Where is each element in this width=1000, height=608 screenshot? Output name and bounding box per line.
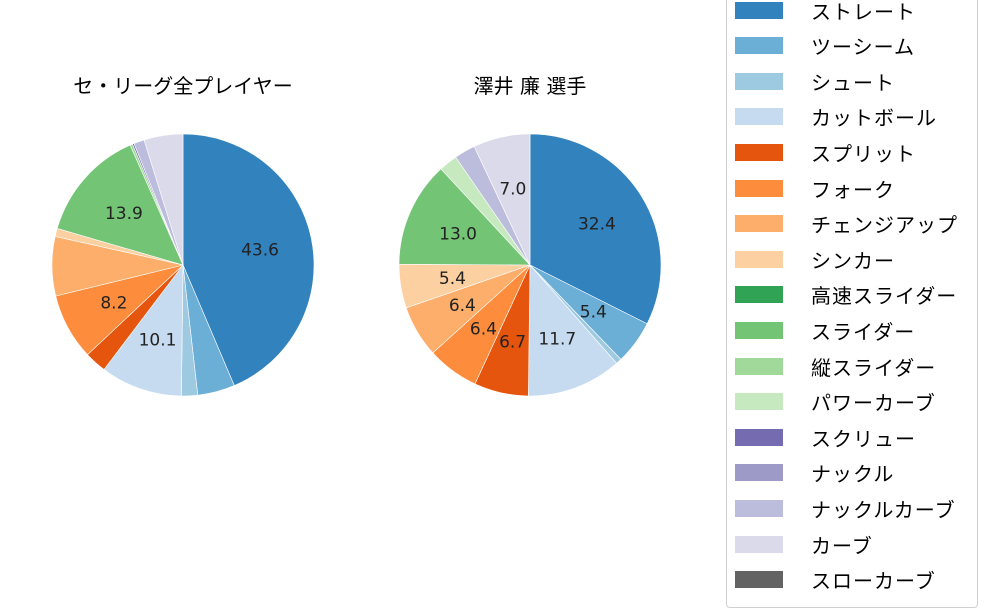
legend-swatch bbox=[735, 357, 783, 375]
legend-label: 高速スライダー bbox=[811, 284, 958, 309]
legend-item: スライダー bbox=[735, 315, 915, 345]
legend-swatch bbox=[735, 464, 783, 482]
legend-swatch bbox=[735, 215, 783, 233]
slice-value-label: 6.7 bbox=[499, 333, 526, 353]
legend-item: カットボール bbox=[735, 102, 937, 132]
legend-swatch bbox=[735, 286, 783, 304]
legend-swatch bbox=[735, 393, 783, 411]
legend-item: シュート bbox=[735, 66, 895, 96]
pie-slice bbox=[398, 168, 531, 266]
slice-value-label: 13.9 bbox=[105, 204, 143, 224]
legend-item: ツーシーム bbox=[735, 31, 915, 61]
legend-item: ストレート bbox=[735, 0, 916, 25]
legend-swatch bbox=[735, 72, 783, 90]
slice-value-label: 32.4 bbox=[578, 215, 616, 235]
legend-swatch bbox=[735, 37, 783, 55]
legend-label: 縦スライダー bbox=[811, 355, 937, 380]
legend-item: パワーカーブ bbox=[735, 387, 936, 417]
slice-value-label: 43.6 bbox=[241, 240, 279, 260]
pie-slice bbox=[529, 133, 662, 325]
pitch-type-legend: ストレートツーシームシュートカットボール スプリットフォークチェンジアップ シンカー… bbox=[726, 0, 978, 608]
legend-swatch bbox=[735, 535, 783, 553]
legend-label: チェンジアップ bbox=[811, 213, 958, 238]
legend-label: シンカー bbox=[811, 248, 895, 273]
legend-swatch bbox=[735, 571, 783, 589]
legend-swatch bbox=[735, 179, 783, 197]
legend-label: スクリュー bbox=[811, 426, 916, 451]
legend-label: シュート bbox=[811, 70, 895, 95]
legend-item: 縦スライダー bbox=[735, 351, 936, 381]
legend-label: ナックル bbox=[811, 462, 895, 487]
slice-value-label: 5.4 bbox=[580, 303, 607, 323]
legend-label: カーブ bbox=[811, 533, 873, 558]
pie-slice bbox=[143, 133, 184, 266]
legend-label: フォーク bbox=[811, 177, 895, 202]
legend-label: スローカーブ bbox=[811, 569, 936, 594]
legend-label: ナックルカーブ bbox=[811, 497, 956, 522]
slice-value-label: 13.0 bbox=[439, 224, 477, 244]
slice-value-label: 6.4 bbox=[470, 319, 497, 339]
legend-label: パワーカーブ bbox=[811, 391, 936, 416]
pie-slice bbox=[473, 133, 531, 266]
legend-item: ナックルカーブ bbox=[735, 493, 956, 523]
legend-swatch bbox=[735, 143, 783, 161]
legend-label: カットボール bbox=[811, 106, 937, 131]
slice-value-label: 6.4 bbox=[449, 296, 476, 316]
pie-slice bbox=[103, 264, 184, 397]
legend-item: カーブ bbox=[735, 529, 873, 559]
slice-value-label: 5.4 bbox=[439, 269, 466, 289]
legend-item: チェンジアップ bbox=[735, 209, 958, 239]
legend-item: スローカーブ bbox=[735, 565, 936, 595]
legend-item: スプリット bbox=[735, 137, 916, 167]
slice-value-label: 7.0 bbox=[499, 179, 526, 199]
legend-swatch bbox=[735, 499, 783, 517]
legend-item: シンカー bbox=[735, 244, 895, 274]
legend-item: ナックル bbox=[735, 458, 894, 488]
left-chart-title: セ・リーグ全プレイヤー bbox=[73, 74, 293, 98]
pie-slice bbox=[528, 264, 618, 397]
legend-label: スライダー bbox=[811, 319, 916, 344]
legend-label: ストレート bbox=[811, 0, 916, 24]
legend-item: 高速スライダー bbox=[735, 280, 957, 310]
legend-swatch bbox=[735, 250, 783, 268]
legend-item: フォーク bbox=[735, 173, 895, 203]
legend-label: ツーシーム bbox=[811, 35, 915, 60]
slice-value-label: 10.1 bbox=[139, 330, 177, 350]
legend-item: スクリュー bbox=[735, 422, 916, 452]
legend-swatch bbox=[735, 428, 783, 446]
legend-label: スプリット bbox=[811, 141, 916, 166]
slice-value-label: 11.7 bbox=[538, 330, 576, 350]
right-chart-title: 澤井 廉 選手 bbox=[473, 74, 587, 98]
legend-swatch bbox=[735, 1, 783, 19]
legend-swatch bbox=[735, 321, 783, 339]
pie-slice bbox=[56, 144, 184, 266]
slice-value-label: 8.2 bbox=[100, 293, 127, 313]
pie-slice bbox=[182, 133, 315, 386]
legend-swatch bbox=[735, 108, 783, 126]
